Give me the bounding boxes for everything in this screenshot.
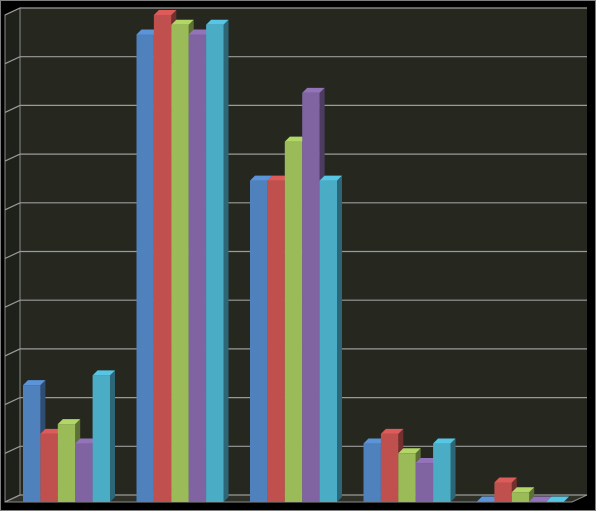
bar bbox=[302, 92, 320, 503]
bar bbox=[380, 433, 399, 502]
bar-top bbox=[136, 29, 159, 35]
bar-top bbox=[92, 370, 115, 376]
bar-top bbox=[380, 428, 404, 434]
bar-top bbox=[511, 487, 535, 493]
bar-top bbox=[188, 29, 212, 35]
bar-side bbox=[223, 19, 229, 503]
bar-top bbox=[23, 380, 46, 386]
grid-line bbox=[4, 153, 587, 162]
bar-group bbox=[319, 175, 342, 502]
bar bbox=[57, 424, 76, 502]
bars bbox=[23, 10, 569, 503]
bar bbox=[319, 180, 337, 502]
grid-line bbox=[4, 7, 587, 16]
bar-top bbox=[267, 175, 290, 181]
bar bbox=[529, 501, 547, 502]
grid-line bbox=[4, 104, 587, 113]
bar-group bbox=[206, 19, 229, 503]
bar bbox=[284, 141, 303, 502]
bar-top bbox=[546, 496, 569, 502]
bar bbox=[511, 492, 530, 502]
bar bbox=[477, 501, 495, 502]
bar-top bbox=[40, 428, 63, 434]
grid-line bbox=[4, 299, 587, 308]
grid-line bbox=[4, 250, 587, 260]
bar-group bbox=[546, 496, 569, 502]
bar bbox=[136, 34, 154, 502]
grid-line bbox=[4, 348, 587, 357]
bar bbox=[415, 463, 434, 502]
bar-top bbox=[363, 438, 386, 444]
bar-top bbox=[529, 496, 552, 502]
bar-top bbox=[171, 19, 194, 25]
bar-top bbox=[250, 175, 273, 181]
bar bbox=[267, 180, 285, 502]
bar bbox=[23, 385, 41, 502]
bar bbox=[250, 180, 268, 502]
grid-line bbox=[4, 56, 587, 65]
bar-group bbox=[433, 438, 456, 502]
bar-top bbox=[477, 496, 500, 502]
bar-top bbox=[206, 19, 229, 25]
bar-top bbox=[415, 458, 439, 464]
bar bbox=[494, 482, 512, 502]
bar bbox=[363, 443, 381, 502]
bar-side bbox=[450, 438, 456, 502]
bar-top bbox=[398, 448, 421, 454]
bar bbox=[153, 15, 172, 502]
bar-side bbox=[529, 487, 535, 502]
bar bbox=[398, 453, 416, 502]
bar-top bbox=[433, 438, 456, 444]
bar-side bbox=[337, 175, 342, 502]
bar-top bbox=[153, 10, 177, 15]
bar-side bbox=[110, 370, 115, 502]
bar bbox=[75, 443, 93, 502]
bar-top bbox=[284, 136, 308, 142]
bar bbox=[188, 34, 207, 502]
bar-group bbox=[92, 370, 115, 502]
grid-line bbox=[4, 397, 587, 406]
bar-top bbox=[302, 87, 325, 93]
bar-top bbox=[494, 477, 517, 483]
bar-top bbox=[319, 175, 342, 181]
bar bbox=[92, 375, 110, 502]
bar bbox=[40, 433, 58, 502]
bar bbox=[171, 24, 189, 503]
grid bbox=[4, 7, 587, 503]
bar-group bbox=[511, 487, 535, 502]
bar-side bbox=[564, 496, 569, 502]
bar bbox=[433, 443, 451, 502]
bar-top bbox=[75, 438, 98, 444]
bar-top bbox=[57, 419, 81, 425]
bar bbox=[546, 501, 564, 502]
grid-line bbox=[4, 202, 587, 211]
bar bbox=[206, 24, 224, 503]
